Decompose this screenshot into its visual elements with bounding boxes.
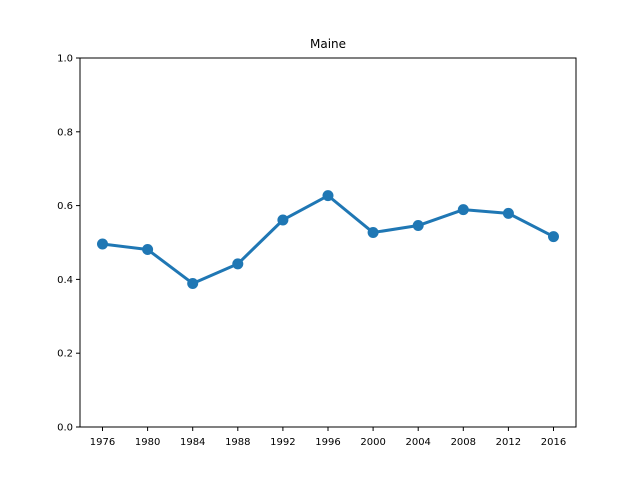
y-tick-label: 0.0	[57, 423, 73, 434]
data-point	[548, 231, 559, 243]
y-tick-label: 0.4	[57, 275, 73, 286]
x-tick-label: 1996	[315, 437, 340, 448]
x-axis: 1976 1980 1984 1988 1992 1996 2000 2004 2008 2012…	[90, 427, 566, 448]
x-tick-label: 2016	[541, 437, 566, 448]
data-point	[412, 220, 424, 232]
data-point	[277, 214, 289, 226]
data-point	[457, 204, 469, 216]
series-layer	[97, 190, 559, 289]
data-point	[232, 258, 244, 270]
x-tick-label: 1976	[90, 437, 115, 448]
data-point	[97, 238, 108, 250]
y-tick-label: 0.8	[57, 127, 73, 138]
y-axis: 0.0 0.2 0.4 0.6 0.8 1.0	[57, 54, 80, 434]
series-line	[101, 194, 555, 285]
x-tick-label: 2008	[451, 437, 476, 448]
x-tick-label: 1984	[180, 437, 205, 448]
x-tick-label: 2000	[360, 437, 385, 448]
x-tick-label: 2012	[496, 437, 521, 448]
data-point	[322, 190, 334, 202]
x-tick-label: 1980	[135, 437, 160, 448]
chart-title: Maine	[310, 37, 346, 51]
x-tick-label: 2004	[405, 437, 430, 448]
plot-frame	[79, 57, 577, 428]
x-tick-label: 1988	[225, 437, 250, 448]
y-tick-label: 0.6	[57, 201, 73, 212]
data-point	[502, 207, 514, 219]
y-tick-label: 0.2	[57, 349, 73, 360]
data-point	[187, 277, 199, 289]
x-tick-label: 1992	[270, 437, 295, 448]
data-point	[142, 244, 154, 256]
data-point	[367, 227, 379, 239]
y-tick-label: 1.0	[57, 54, 73, 65]
